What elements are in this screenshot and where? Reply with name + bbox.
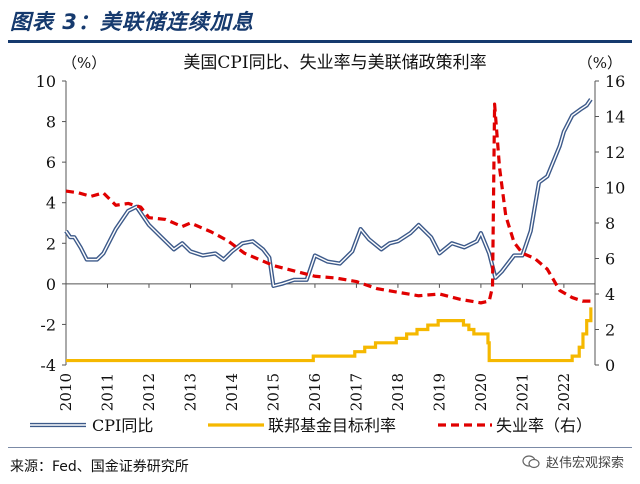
left-tick-label: 10 bbox=[36, 72, 56, 91]
right-tick-label: 4 bbox=[605, 285, 615, 304]
x-tick-label: 2013 bbox=[181, 373, 199, 411]
chart: 美国CPI同比、失业率与美联储政策利率 （%） （%） 10 8 6 4 2 0 -2 -4 16 14… bbox=[30, 53, 625, 435]
left-tick-label: -2 bbox=[40, 315, 56, 334]
header-divider bbox=[8, 40, 632, 43]
right-tick-label: 14 bbox=[605, 108, 625, 127]
x-tick-label: 2010 bbox=[57, 373, 75, 411]
left-tick-label: 2 bbox=[46, 234, 56, 253]
left-tick-label: 4 bbox=[46, 194, 56, 213]
right-axis-unit: （%） bbox=[578, 54, 622, 72]
fed-funds-rate-line bbox=[66, 307, 593, 363]
x-tick-label: 2019 bbox=[430, 373, 448, 411]
left-tick-label: 0 bbox=[46, 275, 56, 294]
left-tick-label: -4 bbox=[40, 356, 56, 375]
cpi-series-line-inner bbox=[65, 98, 592, 287]
legend-label: CPI同比 bbox=[92, 416, 153, 435]
footer-divider bbox=[8, 447, 632, 448]
x-tick-label: 2014 bbox=[223, 373, 241, 411]
x-tick-label: 2011 bbox=[98, 373, 116, 411]
x-tick-label: 2012 bbox=[140, 373, 158, 411]
x-tick-label: 2016 bbox=[306, 373, 324, 411]
figure-header: 图表 3：美联储连续加息 bbox=[0, 0, 640, 44]
x-tick-label: 2015 bbox=[264, 373, 282, 411]
chat-bubble-icon bbox=[522, 454, 540, 468]
x-tick-label: 2020 bbox=[472, 373, 490, 411]
unemployment-rate-line bbox=[65, 102, 591, 305]
right-tick-label: 0 bbox=[605, 356, 615, 375]
right-tick-label: 16 bbox=[605, 72, 625, 91]
right-tick-label: 10 bbox=[605, 179, 625, 198]
right-tick-label: 12 bbox=[605, 143, 625, 162]
legend-label: 联邦基金目标利率 bbox=[268, 416, 396, 435]
x-tick-label: 2021 bbox=[513, 373, 531, 411]
left-tick-label: 6 bbox=[46, 153, 56, 172]
chart-title: 美国CPI同比、失业率与美联储政策利率 bbox=[183, 53, 486, 73]
left-tick-label: 8 bbox=[46, 113, 56, 132]
watermark: 赵伟宏观探索 bbox=[522, 452, 624, 471]
right-tick-label: 2 bbox=[605, 321, 615, 340]
x-tick-label: 2022 bbox=[555, 373, 573, 411]
right-tick-label: 8 bbox=[605, 214, 615, 233]
legend-label: 失业率（右） bbox=[496, 416, 592, 435]
watermark-text: 赵伟宏观探索 bbox=[545, 456, 624, 471]
figure-title: 图表 3：美联储连续加息 bbox=[10, 10, 254, 34]
source-note: 来源：Fed、国金证券研究所 bbox=[10, 459, 189, 475]
x-tick-label: 2018 bbox=[389, 373, 407, 411]
x-tick-label: 2017 bbox=[347, 373, 365, 411]
right-tick-label: 6 bbox=[605, 250, 615, 269]
left-axis-unit: （%） bbox=[62, 54, 106, 72]
